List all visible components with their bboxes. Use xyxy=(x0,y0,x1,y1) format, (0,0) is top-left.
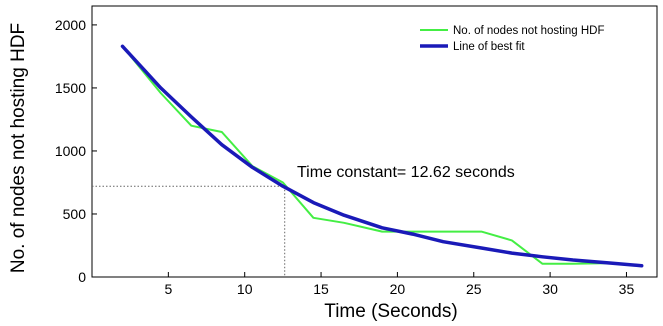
x-axis-ticks: 5 10 15 20 25 30 35 xyxy=(164,272,634,297)
x-tick-label: 20 xyxy=(390,281,406,297)
y-tick-label: 1500 xyxy=(55,80,86,96)
plot-area xyxy=(91,5,658,278)
legend: No. of nodes not hosting HDF Line of bes… xyxy=(420,25,605,53)
x-tick-label: 25 xyxy=(466,281,482,297)
series-line-0 xyxy=(121,45,643,267)
y-tick-label: 2000 xyxy=(55,17,86,33)
y-tick-label: 0 xyxy=(78,269,86,285)
y-tick-label: 1000 xyxy=(55,143,86,159)
x-tick-label: 35 xyxy=(619,281,635,297)
series-line-1 xyxy=(120,44,644,268)
x-tick-label: 30 xyxy=(542,281,558,297)
time-constant-guides xyxy=(92,185,286,277)
x-axis-label: Time (Seconds) xyxy=(324,301,457,322)
legend-label-nodes: No. of nodes not hosting HDF xyxy=(453,25,605,37)
x-tick-label: 5 xyxy=(164,281,172,297)
series-lines xyxy=(120,44,644,268)
y-axis-ticks: 0 500 1000 1500 2000 xyxy=(55,17,97,285)
x-tick-label: 10 xyxy=(237,281,253,297)
x-tick-label: 15 xyxy=(313,281,329,297)
y-axis-label: No. of nodes not hosting HDF xyxy=(8,23,29,273)
legend-label-best-fit: Line of best fit xyxy=(453,41,525,53)
time-constant-annotation: Time constant= 12.62 seconds xyxy=(297,164,515,181)
y-tick-label: 500 xyxy=(63,206,87,222)
